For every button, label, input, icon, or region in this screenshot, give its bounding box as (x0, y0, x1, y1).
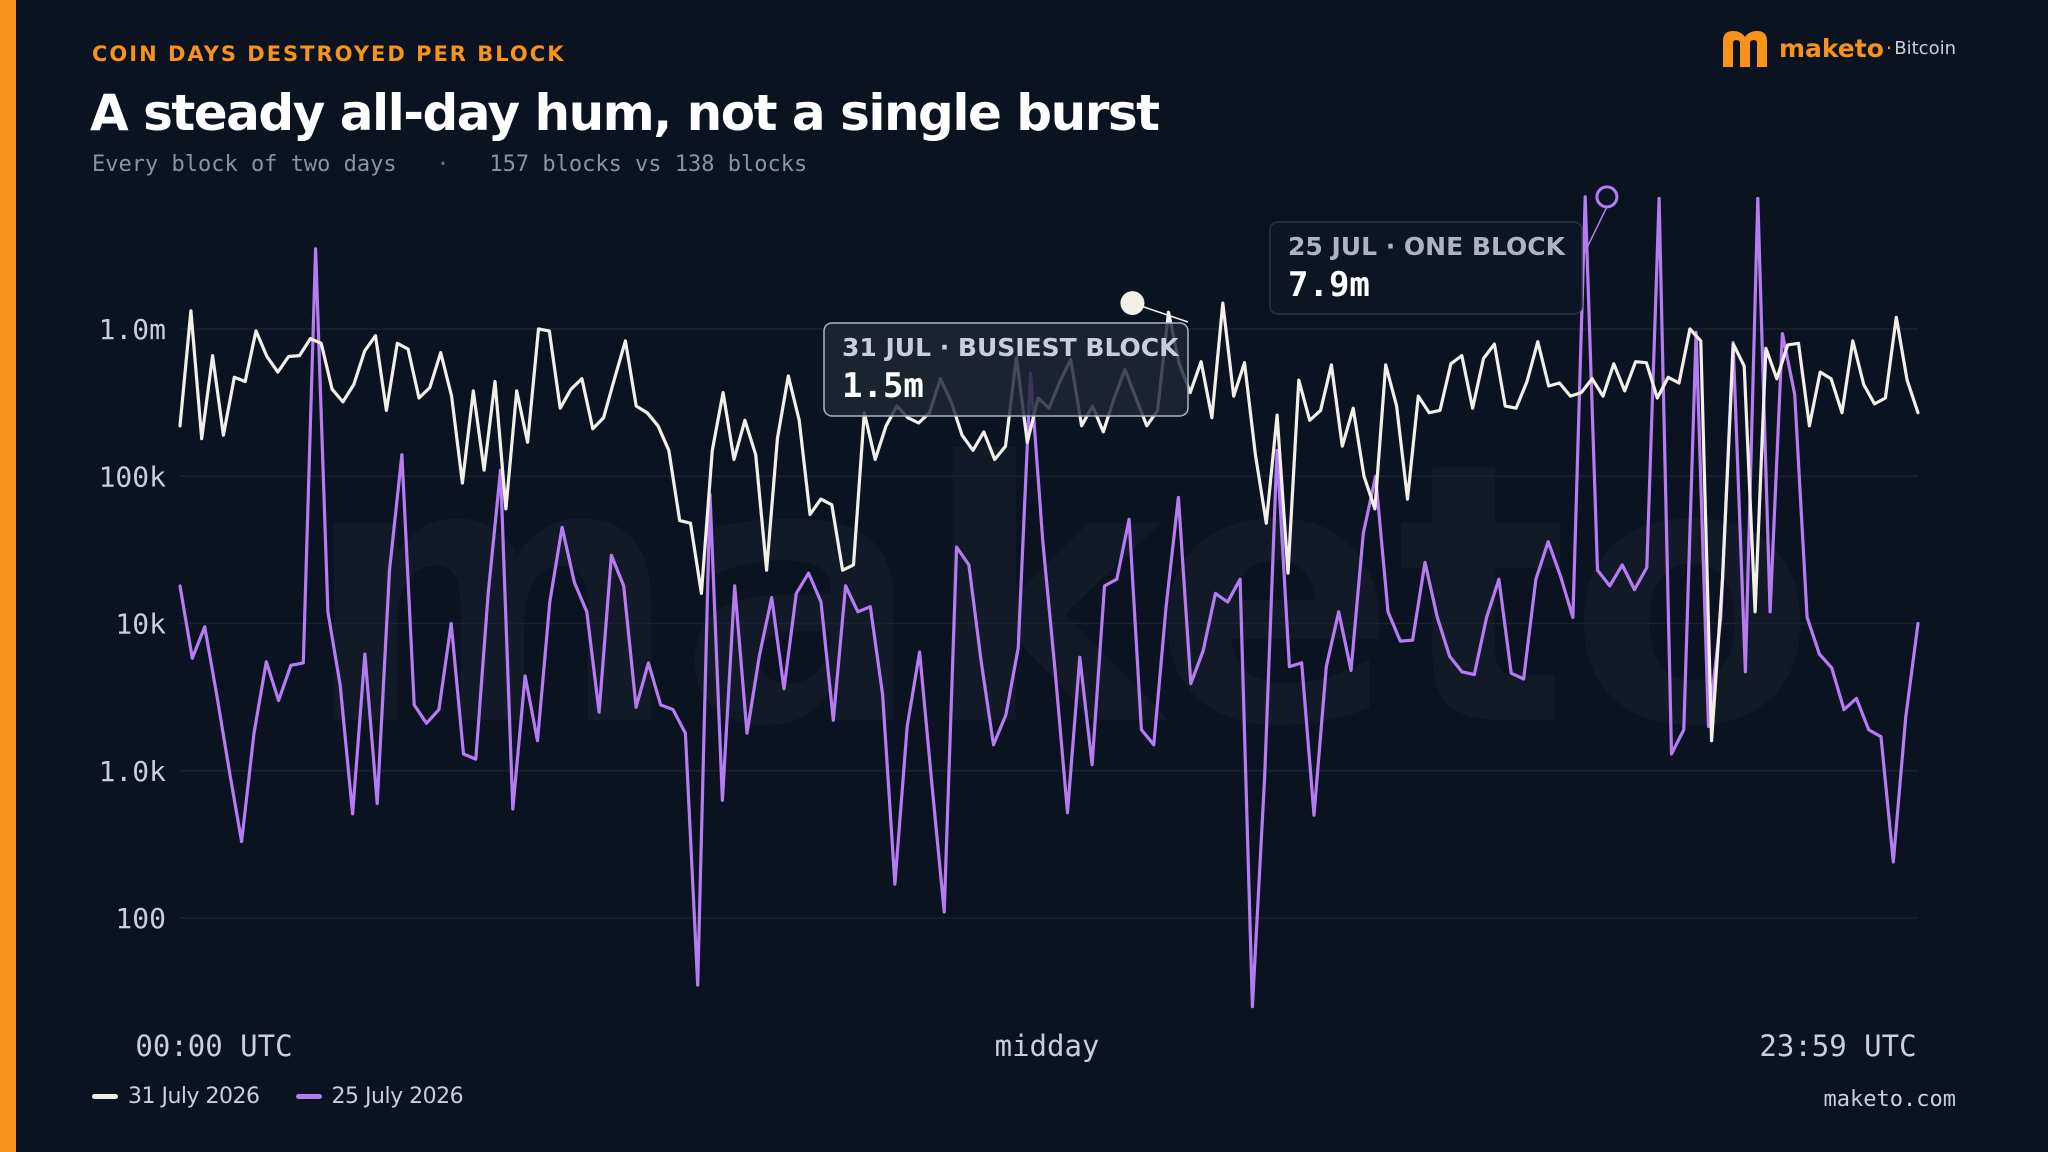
page-title: A steady all-day hum, not a single burst (90, 84, 1160, 142)
y-tick-label: 100k (99, 460, 167, 493)
annotations: 31 JUL · BUSIEST BLOCK 1.5m 25 JUL · ONE B… (823, 185, 1619, 417)
callout-leader-jul25 (1581, 206, 1608, 259)
brand-name: maketo (1778, 33, 1884, 63)
y-tick-label: 1.0k (99, 755, 167, 788)
callout-value-jul25: 7.9m (1288, 265, 1370, 305)
x-axis-ticks: 00:00 UTC midday 23:59 UTC (135, 1029, 1916, 1063)
brand-sub: Bitcoin (1894, 37, 1956, 59)
series-line-jul25 (178, 195, 1920, 1009)
x-tick-label: midday (995, 1029, 1100, 1063)
callout-value-jul31: 1.5m (842, 366, 924, 406)
legend-item-jul25: 25 July 2026 (295, 1084, 464, 1109)
legend-item-jul31: 31 July 2026 (92, 1084, 260, 1109)
y-tick-label: 10k (115, 608, 166, 641)
callout-label-jul31: 31 JUL · BUSIEST BLOCK (842, 333, 1180, 362)
y-tick-label: 100 (115, 902, 166, 935)
callout-label-jul25: 25 JUL · ONE BLOCK (1288, 232, 1567, 261)
marker-jul25 (1595, 185, 1619, 209)
subtitle: Every block of two days · 157 blocks vs … (92, 152, 808, 177)
subtitle-left: Every block of two days (92, 152, 397, 177)
y-tick-label: 1.0m (99, 313, 166, 346)
legend-swatch-jul25 (295, 1094, 322, 1099)
accent-bar (0, 0, 16, 1152)
footer-url: maketo.com (1823, 1087, 1956, 1112)
legend-label-jul25: 25 July 2026 (331, 1084, 464, 1109)
callout-leader-jul31 (1132, 302, 1189, 323)
y-axis-ticks: 100 1.0k 10k 100k 1.0m (99, 313, 167, 935)
x-tick-label: 00:00 UTC (135, 1029, 292, 1063)
subtitle-right: 157 blocks vs 138 blocks (489, 152, 808, 177)
callout-box-jul31 (823, 322, 1189, 417)
legend-swatch-jul31 (92, 1094, 118, 1099)
callout-box-jul25 (1269, 221, 1583, 315)
legend-label-jul31: 31 July 2026 (128, 1084, 260, 1109)
eyebrow-label: COIN DAYS DESTROYED PER BLOCK (92, 42, 566, 66)
x-tick-label: 23:59 UTC (1759, 1029, 1916, 1063)
brand-logo: maketo · Bitcoin (1719, 26, 1956, 70)
maketo-logo-icon (1722, 31, 1767, 67)
legend: 31 July 2026 25 July 2026 (92, 1084, 499, 1109)
